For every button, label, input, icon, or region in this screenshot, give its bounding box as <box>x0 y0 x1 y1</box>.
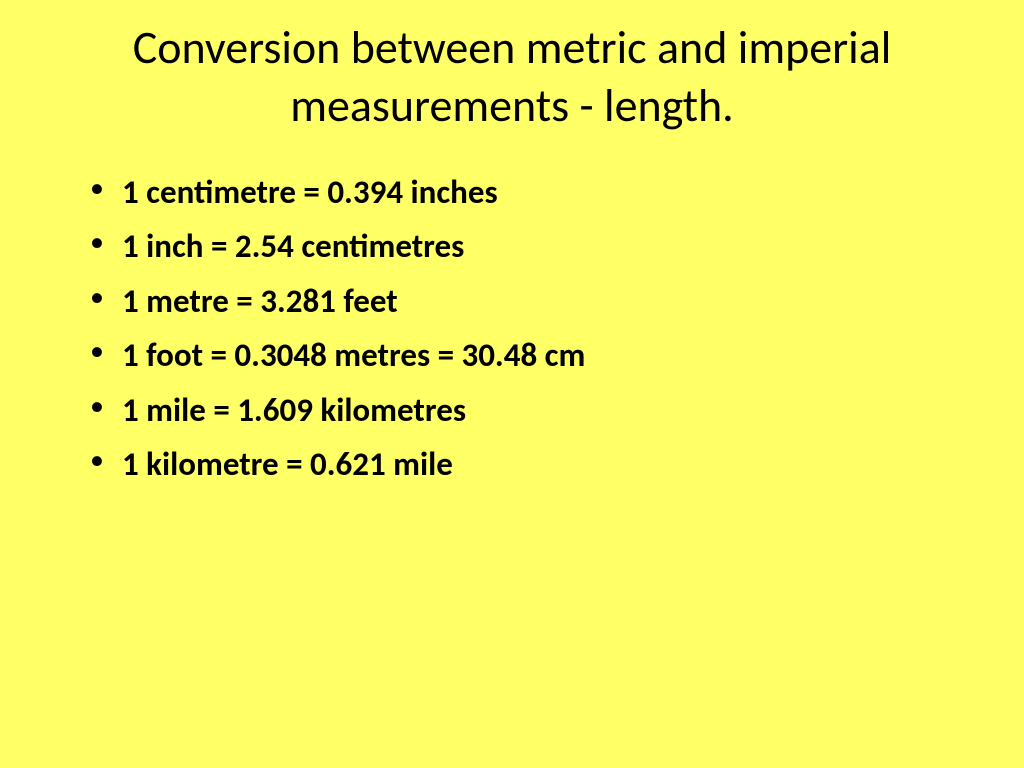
list-item: 1 centimetre = 0.394 inches <box>90 165 974 219</box>
conversion-list: 1 centimetre = 0.394 inches 1 inch = 2.5… <box>50 165 974 492</box>
list-item: 1 kilometre = 0.621 mile <box>90 437 974 491</box>
list-item: 1 mile = 1.609 kilometres <box>90 383 974 437</box>
list-item: 1 metre = 3.281 feet <box>90 274 974 328</box>
slide-title: Conversion between metric and imperial m… <box>50 20 974 135</box>
slide-container: Conversion between metric and imperial m… <box>0 0 1024 532</box>
list-item: 1 inch = 2.54 centimetres <box>90 219 974 273</box>
list-item: 1 foot = 0.3048 metres = 30.48 cm <box>90 328 974 382</box>
